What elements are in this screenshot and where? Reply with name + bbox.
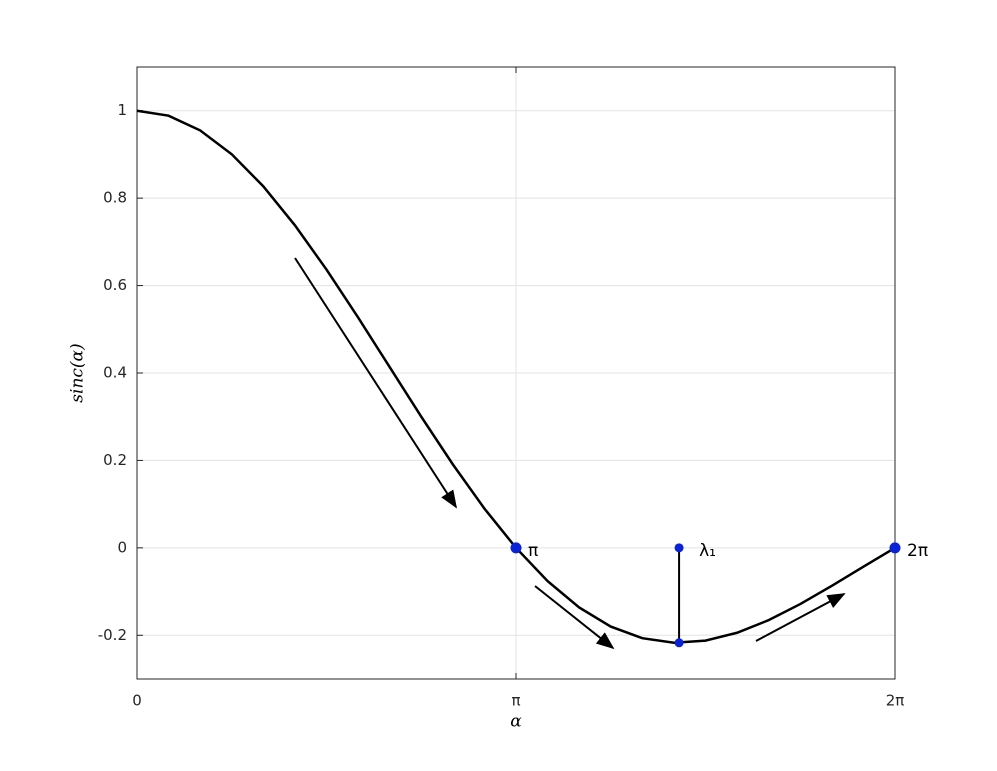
y-tick-label: 0.4 — [103, 364, 127, 382]
x-tick-label: π — [511, 692, 520, 710]
x-axis-label: α — [510, 712, 522, 732]
y-axis-label: sinc(α) — [68, 343, 88, 402]
marker — [674, 638, 684, 648]
x-tick-label: 0 — [132, 692, 142, 710]
arrow — [755, 593, 846, 642]
arrows — [294, 257, 846, 650]
y-tick-label: 0.2 — [103, 451, 127, 469]
marker-label: 2π — [907, 541, 928, 561]
x-tick-label: 2π — [886, 692, 905, 710]
marker-label: π — [528, 541, 538, 561]
y-tick-label: -0.2 — [98, 626, 127, 644]
arrow — [294, 257, 457, 509]
y-tick-label: 0.6 — [103, 276, 127, 294]
arrow — [534, 585, 615, 650]
y-tick-label: 0 — [117, 538, 127, 556]
marker — [510, 542, 522, 554]
y-tick-label: 0.8 — [103, 189, 127, 207]
marker — [889, 542, 901, 554]
marker — [674, 543, 684, 553]
y-tick-label: 1 — [117, 101, 127, 119]
marker-label: λ₁ — [699, 541, 716, 561]
